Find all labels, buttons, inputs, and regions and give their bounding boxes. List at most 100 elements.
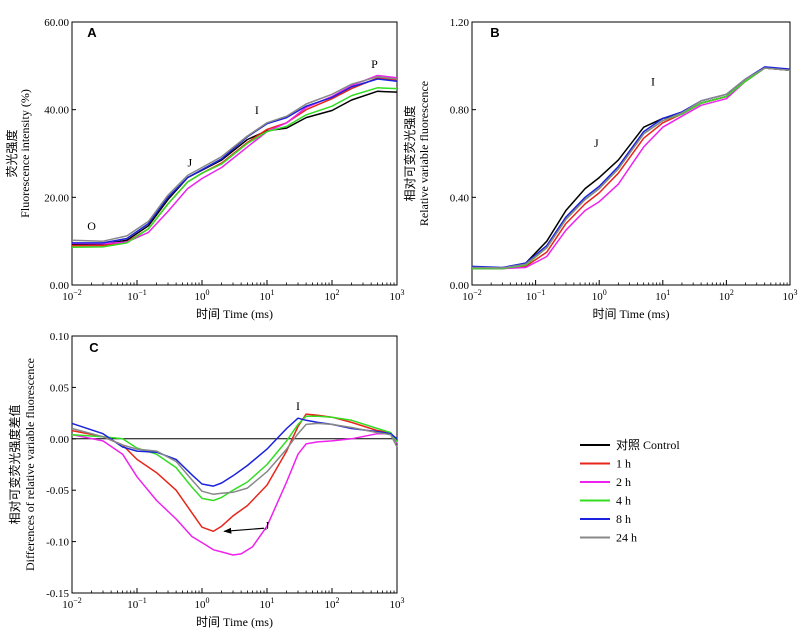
- x-tick-exponent: 2: [730, 288, 734, 297]
- annotation-j: J: [265, 518, 270, 532]
- y-axis-label: 相对可变荧光强度: [402, 105, 417, 201]
- y-axis-label: Fluorescence intensity (%): [18, 89, 32, 218]
- x-tick-base: 10: [526, 291, 538, 303]
- x-tick-label: 10−2: [62, 596, 82, 611]
- series-line-h2: [71, 74, 398, 245]
- annotation-p: P: [371, 57, 378, 71]
- x-tick-exponent: −2: [73, 596, 82, 605]
- series-line-h4: [71, 415, 398, 502]
- series-line-h8: [72, 78, 398, 244]
- series-line-h24: [471, 67, 791, 269]
- x-tick-base: 10: [390, 599, 402, 611]
- x-tick-label: 101: [260, 288, 275, 303]
- series-line-h24: [71, 422, 398, 496]
- x-tick-label: 10−2: [62, 288, 82, 303]
- series-line-h4: [71, 87, 398, 249]
- x-tick-label: 102: [325, 288, 340, 303]
- y-axis-label: 荧光强度: [4, 129, 19, 177]
- x-tick-base: 10: [62, 291, 74, 303]
- x-tick-base: 10: [462, 291, 474, 303]
- x-tick-base: 10: [325, 291, 337, 303]
- x-tick-label: 103: [783, 288, 798, 303]
- plot-frame: [71, 335, 398, 594]
- x-tick-exponent: −2: [73, 288, 82, 297]
- x-tick-label: 10−1: [526, 288, 546, 303]
- annotation-i: I: [651, 75, 655, 89]
- x-tick-base: 10: [325, 599, 337, 611]
- x-tick-exponent: −2: [473, 288, 482, 297]
- x-tick-base: 10: [195, 599, 207, 611]
- x-tick-exponent: −1: [138, 596, 147, 605]
- x-tick-base: 10: [592, 291, 604, 303]
- x-tick-label: 102: [719, 288, 734, 303]
- legend-label-h2: 2 h: [616, 475, 631, 489]
- x-tick-base: 10: [62, 599, 74, 611]
- y-tick-label: 1.20: [450, 17, 470, 29]
- x-tick-base: 10: [719, 291, 731, 303]
- y-tick-label: 0.00: [50, 280, 70, 292]
- y-tick-label: 0.05: [50, 382, 70, 394]
- x-tick-label: 100: [195, 596, 210, 611]
- x-tick-base: 10: [260, 291, 272, 303]
- x-tick-label: 101: [655, 288, 670, 303]
- annotation-j: J: [188, 156, 193, 170]
- plot-frame: [471, 21, 791, 286]
- series-line-h2: [71, 432, 398, 556]
- y-tick-label: 0.80: [450, 105, 470, 117]
- x-tick-label: 102: [325, 596, 340, 611]
- annotation-arrow: [223, 527, 265, 534]
- x-tick-exponent: 0: [603, 288, 607, 297]
- y-tick-label: -0.10: [46, 537, 69, 549]
- x-tick-exponent: 3: [794, 288, 798, 297]
- x-tick-label: 10−1: [127, 288, 147, 303]
- y-tick-label: 0.10: [50, 331, 70, 343]
- x-tick-base: 10: [783, 291, 795, 303]
- x-tick-exponent: −1: [537, 288, 546, 297]
- legend-label-ctrl: 对照 Control: [616, 438, 680, 452]
- series-line-h4: [472, 67, 791, 270]
- y-axis-label: Differences of relative variable fluores…: [23, 358, 37, 571]
- x-tick-label: 100: [592, 288, 607, 303]
- x-axis-label: 时间 Time (ms): [196, 307, 273, 321]
- y-tick-label: 0.40: [450, 192, 470, 204]
- panel-label: A: [87, 25, 97, 40]
- x-tick-exponent: 1: [666, 288, 670, 297]
- y-tick-label: 20.00: [44, 192, 69, 204]
- x-tick-exponent: 1: [271, 288, 275, 297]
- x-tick-label: 10−1: [127, 596, 147, 611]
- x-tick-exponent: 2: [336, 596, 340, 605]
- y-tick-label: -0.05: [46, 485, 69, 497]
- y-tick-label: 40.00: [44, 105, 69, 117]
- x-tick-exponent: −1: [138, 288, 147, 297]
- series-line-h1: [71, 413, 398, 533]
- x-axis-label: 时间 Time (ms): [196, 615, 273, 629]
- series-line-ctrl: [472, 67, 791, 270]
- annotation-i: I: [255, 103, 259, 117]
- x-tick-base: 10: [195, 291, 207, 303]
- panel-label: C: [89, 340, 99, 355]
- x-tick-exponent: 0: [206, 288, 210, 297]
- x-tick-base: 10: [127, 291, 139, 303]
- y-tick-label: -0.15: [46, 588, 69, 600]
- x-tick-base: 10: [127, 599, 139, 611]
- y-tick-label: 0.00: [50, 434, 70, 446]
- x-tick-label: 103: [390, 288, 405, 303]
- series-line-h1: [72, 77, 398, 247]
- x-tick-exponent: 0: [206, 596, 210, 605]
- x-tick-exponent: 3: [401, 596, 405, 605]
- legend-label-h4: 4 h: [616, 494, 631, 508]
- plot-frame: [71, 21, 398, 286]
- series-line-h2: [472, 67, 791, 270]
- x-tick-label: 101: [260, 596, 275, 611]
- legend-label-h24: 24 h: [616, 531, 637, 545]
- x-tick-exponent: 1: [271, 596, 275, 605]
- legend-label-h1: 1 h: [616, 457, 631, 471]
- annotation-o: O: [87, 219, 96, 233]
- x-axis-label: 时间 Time (ms): [593, 307, 670, 321]
- panel-label: B: [490, 25, 499, 40]
- x-tick-base: 10: [260, 599, 272, 611]
